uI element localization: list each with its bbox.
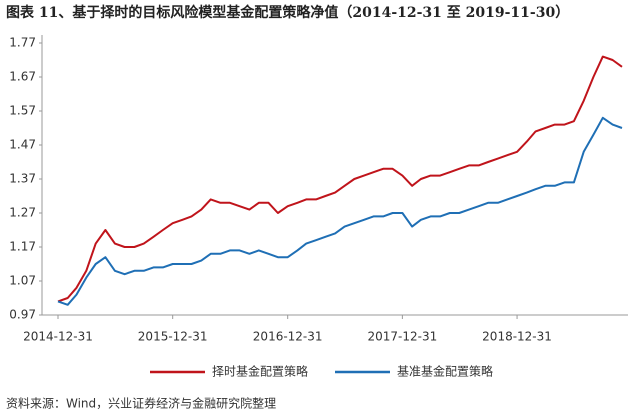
y-tick-label: 1.37 bbox=[9, 172, 36, 186]
x-tick-label: 2017-12-31 bbox=[367, 330, 437, 344]
legend-label: 择时基金配置策略 bbox=[212, 364, 308, 379]
x-tick-label: 2016-12-31 bbox=[253, 330, 323, 344]
y-tick-label: 1.77 bbox=[9, 36, 36, 50]
series-line bbox=[57, 116, 623, 306]
y-tick-label: 1.67 bbox=[9, 70, 36, 84]
y-tick-label: 1.57 bbox=[9, 104, 36, 118]
y-tick-label: 1.07 bbox=[9, 274, 36, 288]
chart-title: 图表 11、基于择时的目标风险模型基金配置策略净值（2014-12-31 至 2… bbox=[6, 4, 569, 21]
x-tick-label: 2014-12-31 bbox=[23, 330, 93, 344]
x-tick-label: 2015-12-31 bbox=[138, 330, 208, 344]
y-tick-label: 0.97 bbox=[9, 308, 36, 322]
legend-label: 基准基金配置策略 bbox=[397, 364, 493, 379]
source-note: 资料来源：Wind，兴业证券经济与金融研究院整理 bbox=[6, 396, 276, 411]
y-tick-label: 1.27 bbox=[9, 206, 36, 220]
y-tick-label: 1.17 bbox=[9, 240, 36, 254]
y-tick-label: 1.47 bbox=[9, 138, 36, 152]
series-line bbox=[57, 55, 623, 303]
x-tick-label: 2018-12-31 bbox=[482, 330, 552, 344]
